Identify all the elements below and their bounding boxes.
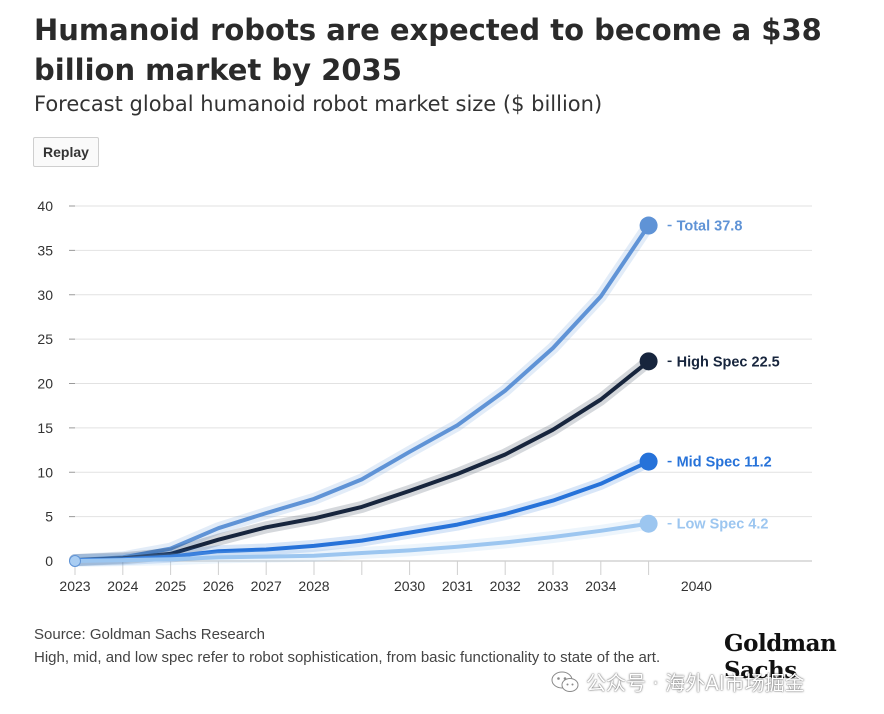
x-tick-label: 2034 xyxy=(585,578,616,594)
series-end-label: Total 37.8 xyxy=(677,219,743,235)
series-line xyxy=(73,521,651,563)
y-tick-label: 40 xyxy=(37,198,53,214)
x-tick-label: 2040 xyxy=(681,578,712,594)
logo-line-1: Goldman xyxy=(724,630,837,657)
y-axis-ticks: 0 5 10 15 20 25 30 35 40 xyxy=(37,198,75,569)
series-lines xyxy=(69,216,658,567)
y-tick-label: 0 xyxy=(45,553,53,569)
x-tick-label: 2024 xyxy=(107,578,138,594)
series-end-label: High Spec 22.5 xyxy=(677,354,780,370)
x-tick-label: 2032 xyxy=(490,578,521,594)
series-end-label: Mid Spec 11.2 xyxy=(677,455,772,471)
goldman-sachs-logo: Goldman Sachs xyxy=(724,630,837,684)
series-end-marker xyxy=(639,352,658,371)
y-tick-label: 5 xyxy=(45,509,53,525)
replay-button[interactable]: Replay xyxy=(33,137,99,167)
x-tick-label: 2033 xyxy=(537,578,568,594)
x-tick-label: 2028 xyxy=(298,578,329,594)
wechat-icon xyxy=(551,671,579,692)
y-tick-label: 20 xyxy=(37,376,53,392)
x-axis-ticks: 2023 2024 2025 2026 2027 2028 2030 2031 2032 2033… xyxy=(59,561,712,594)
x-tick-label: 2025 xyxy=(155,578,186,594)
x-tick-label: 2027 xyxy=(251,578,282,594)
series-start-marker xyxy=(69,555,81,567)
series-end-label: Low Spec 4.2 xyxy=(677,517,769,533)
x-tick-label: 2031 xyxy=(442,578,473,594)
y-tick-label: 15 xyxy=(37,420,53,436)
y-tick-label: 30 xyxy=(37,287,53,303)
series-line xyxy=(73,459,651,563)
logo-line-2: Sachs xyxy=(724,657,797,684)
chart-title: Humanoid robots are expected to become a… xyxy=(34,13,822,87)
watermark: 公众号 · 海外AI市场掘金 xyxy=(550,667,805,696)
series-line xyxy=(73,223,651,563)
x-tick-label: 2023 xyxy=(59,578,90,594)
series-end-marker xyxy=(639,216,658,235)
chart-subtitle: Forecast global humanoid robot market si… xyxy=(34,92,603,116)
series-end-marker xyxy=(639,514,658,533)
grid-lines xyxy=(75,205,812,562)
series-end-marker xyxy=(639,452,658,471)
y-tick-label: 25 xyxy=(37,331,53,347)
watermark-text: 公众号 · 海外AI市场掘金 xyxy=(586,671,805,695)
source-note: Source: Goldman Sachs Research xyxy=(34,626,265,643)
x-tick-label: 2030 xyxy=(394,578,425,594)
series-line xyxy=(73,359,651,563)
series-end-labels: Total 37.8 High Spec 22.5 Mid Spec 11.2 Low… xyxy=(667,219,780,533)
x-tick-label: 2026 xyxy=(203,578,234,594)
y-tick-label: 10 xyxy=(37,464,53,480)
y-tick-label: 35 xyxy=(37,242,53,258)
footnote: High, mid, and low spec refer to robot s… xyxy=(34,649,661,666)
